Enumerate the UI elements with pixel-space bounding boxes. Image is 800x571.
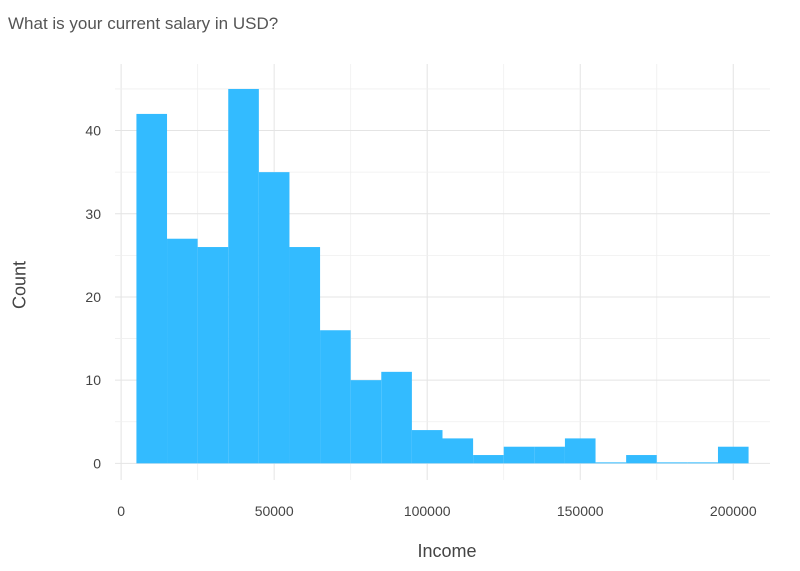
x-tick-label: 150000 xyxy=(557,503,604,519)
y-tick-label: 10 xyxy=(85,372,101,388)
histogram-bar xyxy=(136,113,168,464)
x-tick-label: 200000 xyxy=(710,503,757,519)
histogram-bars xyxy=(136,88,749,464)
histogram-bar xyxy=(411,430,443,464)
histogram-bar xyxy=(534,446,565,464)
histogram-bar xyxy=(167,238,198,464)
histogram-bar xyxy=(197,247,229,464)
histogram-bar xyxy=(564,438,596,464)
histogram-bar xyxy=(320,330,351,464)
histogram-bar xyxy=(503,446,535,464)
x-axis-ticks: 0 50000 100000 150000 200000 xyxy=(117,503,757,519)
histogram-bar xyxy=(442,438,474,464)
histogram-bar xyxy=(595,462,627,464)
y-tick-label: 30 xyxy=(85,206,101,222)
histogram-bar xyxy=(350,380,382,464)
y-tick-label: 40 xyxy=(85,123,101,139)
histogram-bar xyxy=(289,247,321,464)
histogram-bar xyxy=(473,455,504,464)
y-axis-ticks: 0 10 20 30 40 xyxy=(85,123,101,472)
histogram-bar xyxy=(717,446,749,464)
x-axis-label: Income xyxy=(417,541,477,561)
x-tick-label: 0 xyxy=(117,503,125,519)
histogram-bar xyxy=(381,371,412,464)
chart-title: What is your current salary in USD? xyxy=(8,14,279,33)
histogram-bar xyxy=(687,462,718,464)
x-tick-label: 100000 xyxy=(404,503,451,519)
histogram-bar xyxy=(656,462,688,464)
y-tick-label: 20 xyxy=(85,289,101,305)
histogram-bar xyxy=(626,455,657,464)
y-tick-label: 0 xyxy=(93,455,101,471)
histogram-bar xyxy=(258,172,290,464)
x-tick-label: 50000 xyxy=(255,503,294,519)
histogram-bar xyxy=(228,88,259,464)
